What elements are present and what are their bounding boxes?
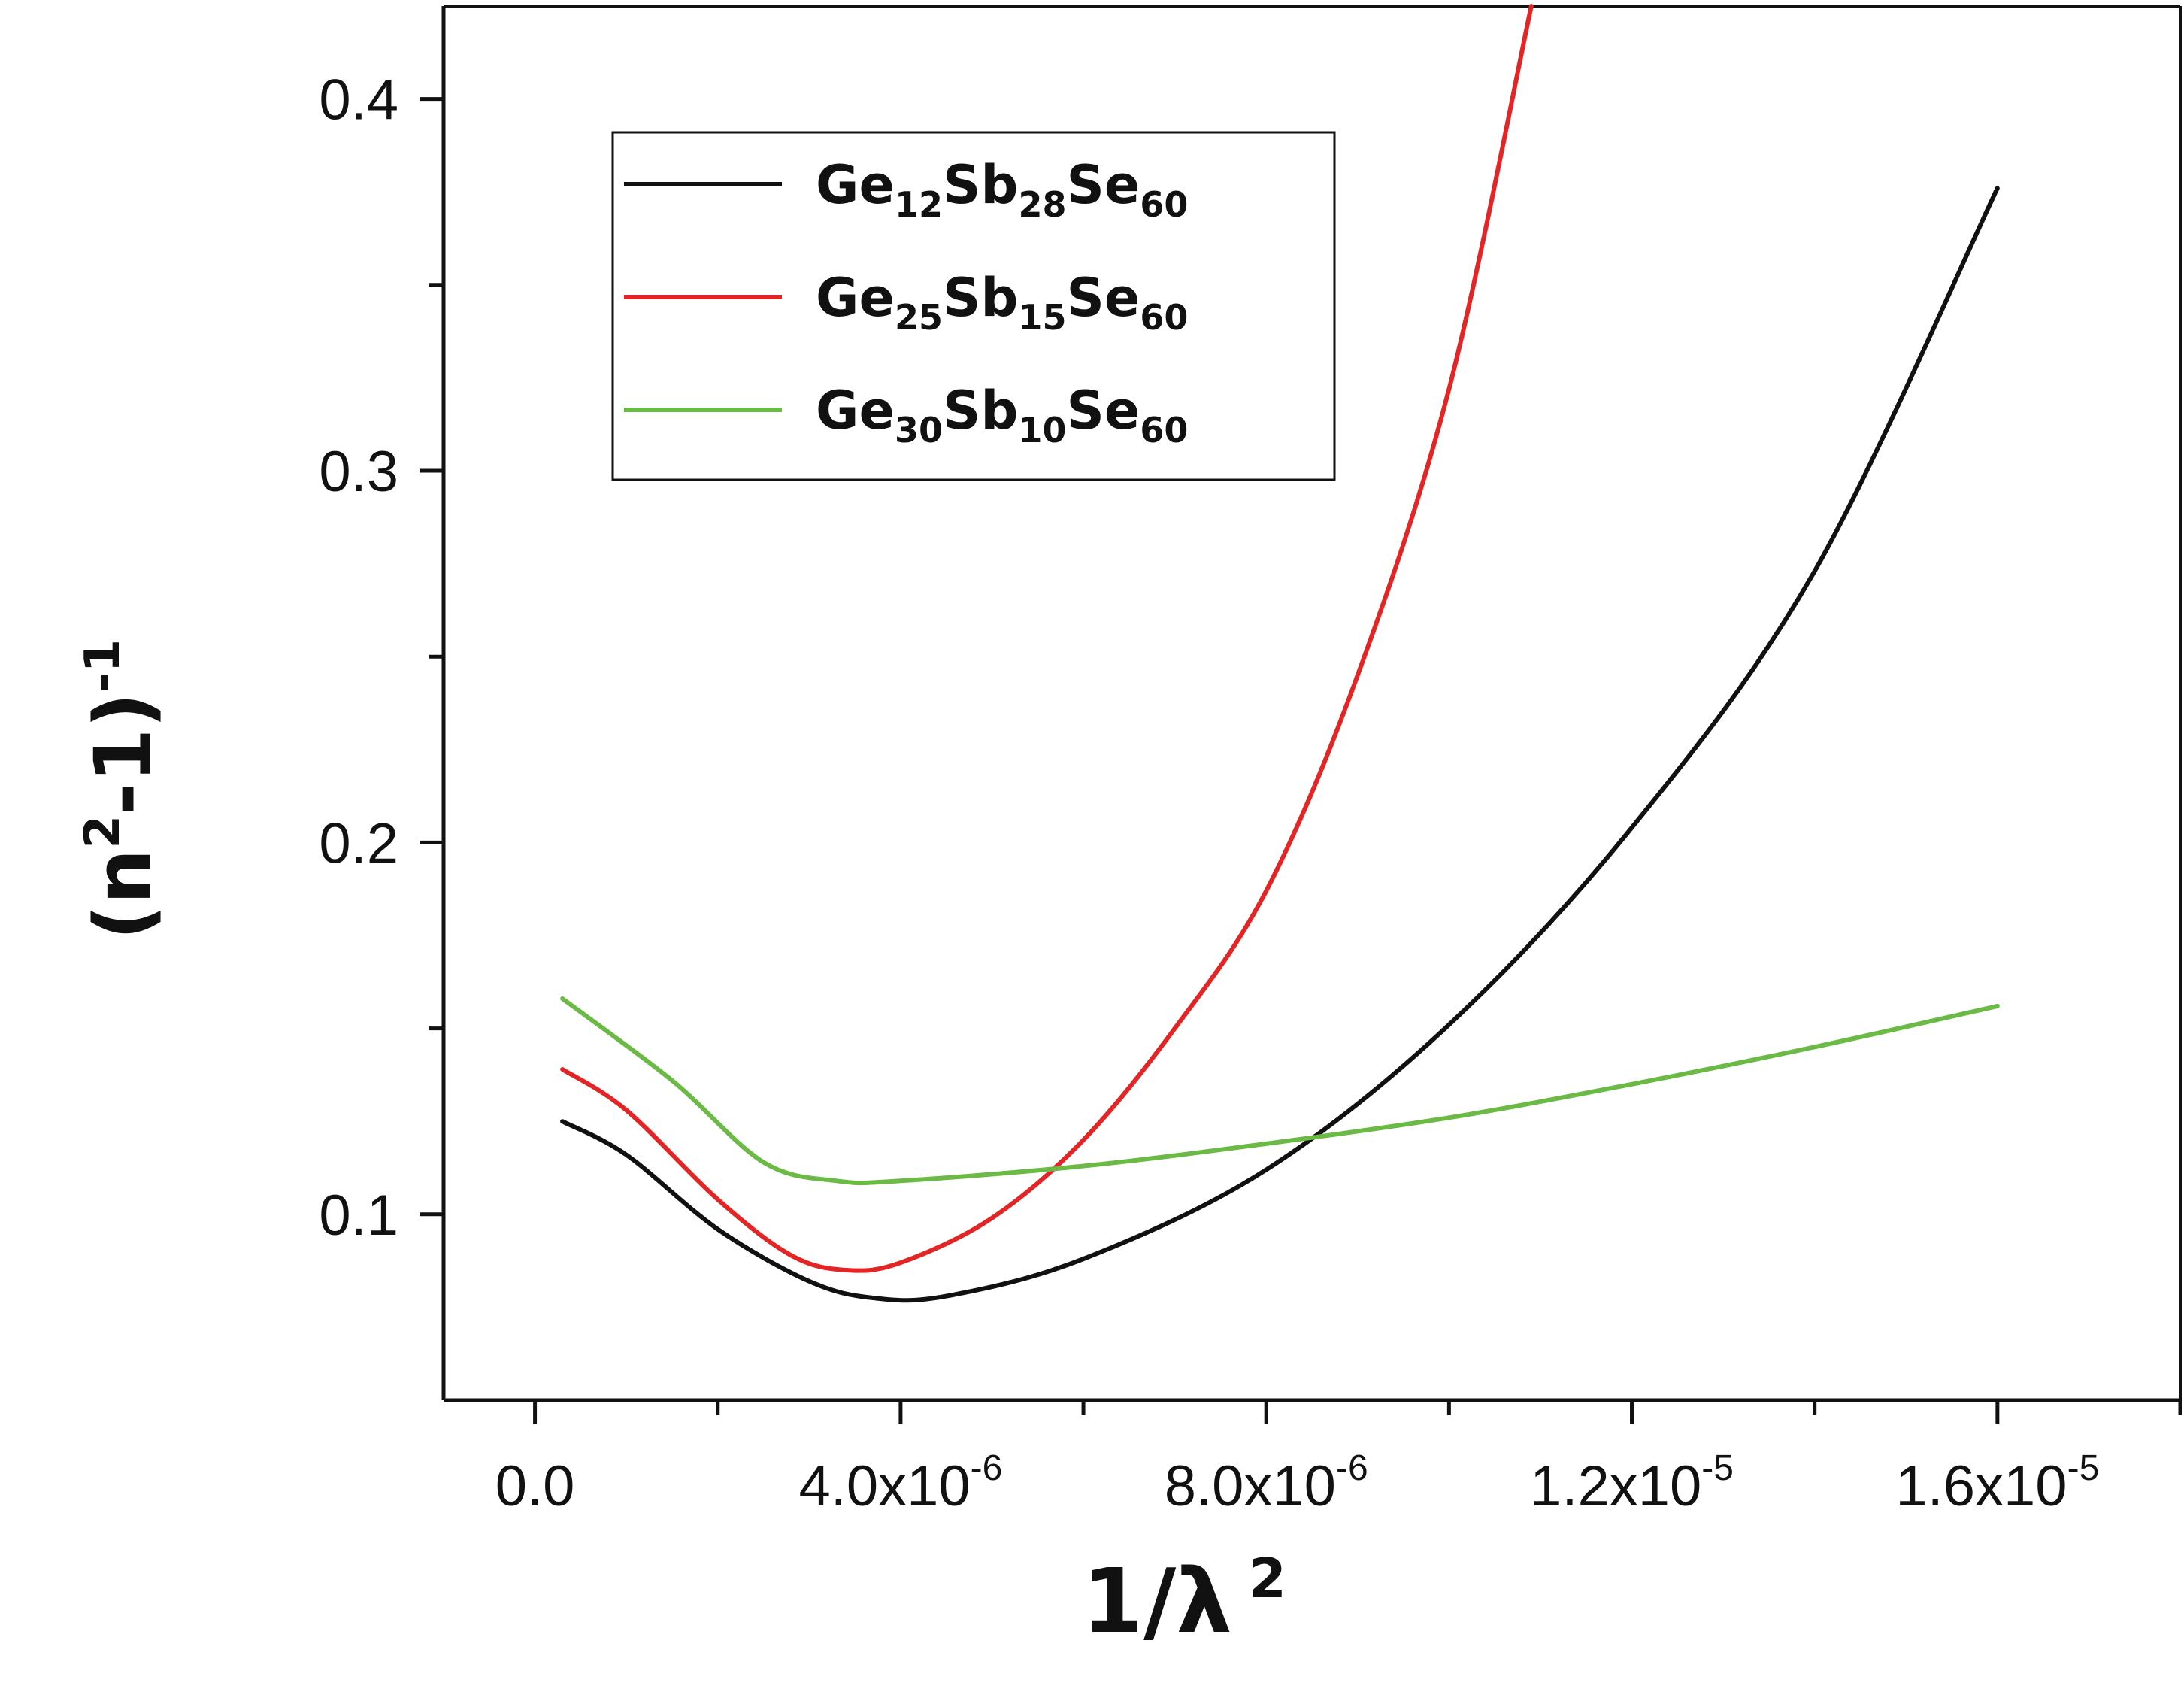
- y-tick-label-0: 0.1: [319, 1184, 398, 1248]
- y-tick-label-1: 0.2: [319, 811, 398, 875]
- x-tick-label-2: 8.0x10-6: [1165, 1448, 1368, 1518]
- y-tick-label-3: 0.4: [319, 68, 398, 132]
- legend-label-series-2: Ge25Sb15Se60: [816, 267, 1188, 338]
- x-tick-label-3: 1.2x10-5: [1530, 1448, 1734, 1518]
- y-axis-title: (n2-1)-1: [75, 639, 169, 940]
- y-tick-label-2: 0.3: [319, 440, 398, 504]
- series-line-2: [560, 4, 1534, 1273]
- x-tick-label-0: 0.0: [495, 1454, 575, 1518]
- x-tick-label-4: 1.6x10-5: [1895, 1448, 2099, 1518]
- series-line-3: [560, 996, 2000, 1186]
- legend-label-series-1: Ge12Sb28Se60: [816, 154, 1188, 225]
- series-line-1: [560, 186, 2000, 1303]
- x-axis: 0.0 4.0x10-6 8.0x10-6 1.2x10-5 1.6x10-5: [495, 1400, 2182, 1518]
- x-axis-title: 1/λ 2: [1082, 1547, 1286, 1653]
- plot-frame: [441, 5, 2182, 1402]
- y-axis: 0.1 0.2 0.3 0.4: [319, 68, 444, 1248]
- legend-box: [611, 131, 1336, 481]
- x-tick-label-1: 4.0x10-6: [798, 1448, 1002, 1518]
- legend: Ge12Sb28Se60 Ge25Sb15Se60 Ge30Sb10Se60: [611, 131, 1336, 481]
- legend-label-series-3: Ge30Sb10Se60: [816, 380, 1188, 450]
- series-layer: [560, 4, 2000, 1303]
